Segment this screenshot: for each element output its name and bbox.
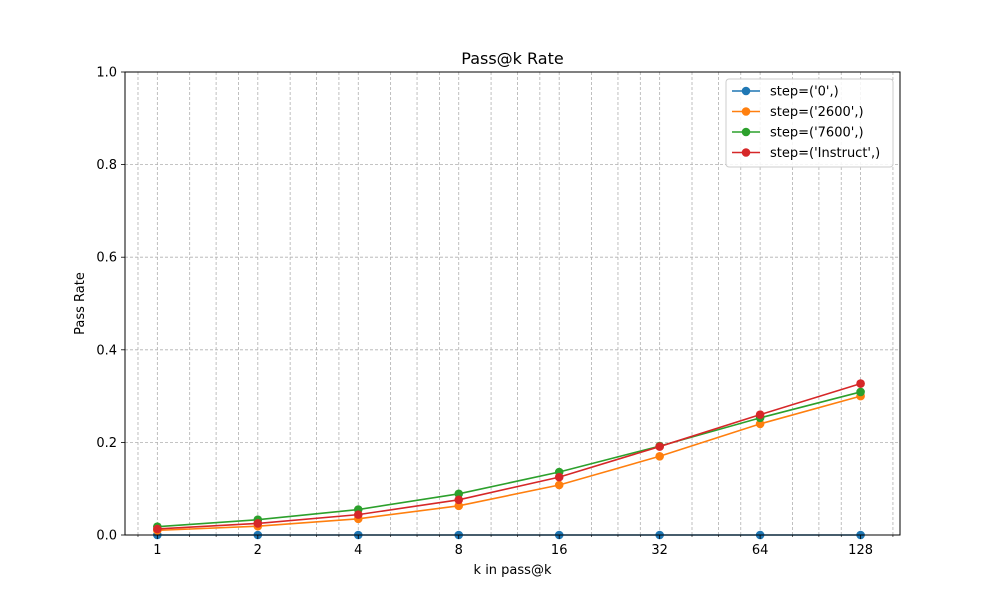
data-point [755,410,765,419]
data-point [454,501,464,511]
x-tick-label: 2 [254,543,262,558]
series-line [157,391,861,528]
data-point [454,489,464,499]
legend-label: step=('2600',) [770,105,864,120]
data-point [454,495,464,505]
y-tick-label: 1.0 [96,66,117,81]
data-point [755,419,765,429]
data-point [253,519,263,528]
legend-label: step=('0',) [770,85,839,100]
x-tick-label: 8 [455,543,463,558]
chart-title: Pass@k Rate [461,49,563,68]
series-line [157,395,861,532]
data-point [856,379,865,388]
legend-marker [741,86,751,96]
x-tick-label: 64 [752,543,769,558]
legend-label: step=('Instruct',) [770,146,880,161]
legend-marker [741,148,751,157]
legend-box [725,78,894,168]
x-tick-label: 32 [651,543,668,558]
data-point [655,442,664,451]
legend-marker [741,107,751,116]
x-axis-label: k in pass@k [474,563,552,578]
data-point [856,387,865,397]
legend-marker [741,127,751,137]
x-tick-label: 16 [551,543,568,558]
legend-label: step=('7600',) [770,126,864,141]
x-tick-label: 4 [354,543,362,558]
legend: step=('0',) step=('2600',) step=('7600',) s… [725,78,894,168]
plot-frame [124,71,901,536]
y-tick-label: 0.0 [96,529,117,544]
data-point [153,524,162,534]
y-axis-label: Pass Rate [73,272,88,335]
y-tick-label: 0.8 [96,158,117,173]
y-tick-label: 0.4 [96,343,117,358]
y-tick-label: 0.6 [96,251,117,266]
x-tick-label: 128 [848,543,873,558]
data-point [353,510,363,519]
tick-layer: 1 2 4 8 16 32 64 128 0.0 0.2 0.4 0.6 0.8 1.0 [96,66,894,558]
series-line [157,382,861,530]
y-tick-label: 0.2 [96,436,117,451]
data-point [554,472,564,482]
x-tick-label: 1 [153,543,161,558]
data-point [655,451,664,461]
data-point [554,480,564,490]
